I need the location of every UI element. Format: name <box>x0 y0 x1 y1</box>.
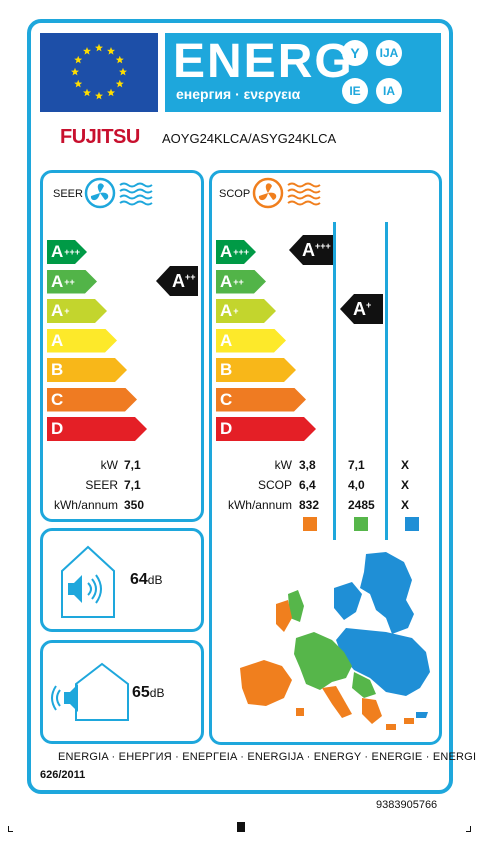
scop-scop-average: 4,0 <box>348 478 365 492</box>
seer-panel <box>40 170 204 522</box>
registration-mark <box>237 822 245 832</box>
scop-kw-average: 7,1 <box>348 458 365 472</box>
scop-label-kw: kW <box>274 458 292 472</box>
scop-rating-warm: A+++ <box>302 239 331 260</box>
scop-panel <box>209 170 442 745</box>
eu-flag <box>40 33 158 112</box>
seer-scale-bar: A ++ <box>47 269 97 294</box>
crop-mark-left <box>8 826 9 832</box>
zone-cold-swatch <box>405 517 419 531</box>
seer-scale-bar: A + <box>47 299 107 323</box>
outdoor-db-unit: dB <box>149 686 165 700</box>
label-code: 9383905766 <box>376 799 438 811</box>
scop-kwh-warm: 832 <box>299 498 320 512</box>
seer-value-kw: 7,1 <box>124 458 141 472</box>
scop-kwh-average: 2485 <box>348 498 375 512</box>
indoor-db: 64 <box>130 571 148 588</box>
eu-stars-icon <box>71 43 127 100</box>
footer-languages: ENERGIA · ЕНЕРГИЯ · ΕΝΕΡΓΕΙΑ · ENERGIJA … <box>58 751 477 763</box>
scop-rating-average: A+ <box>353 298 372 319</box>
energy-subtitle: енергия · ενεργεια <box>176 86 301 102</box>
indoor-noise-value: 64dB <box>130 571 162 589</box>
eu-star-icon <box>95 91 103 100</box>
scop-scop-warm: 6,4 <box>299 478 316 492</box>
indoor-noise-panel <box>40 528 204 632</box>
label-frame <box>27 19 453 794</box>
cooling-fan-icon <box>84 177 153 209</box>
scop-label-scop: SCOP <box>257 478 292 492</box>
suffix-y: Y <box>342 40 368 66</box>
scop-scale-bar: A ++ <box>216 269 266 294</box>
crop-mark-right <box>470 826 471 832</box>
eu-star-icon <box>83 88 91 97</box>
brand-logo: FUJITSU <box>60 126 140 148</box>
indoor-unit-speaker-icon <box>61 545 115 618</box>
seer-scale-bar: D <box>47 417 147 441</box>
outdoor-unit-speaker-icon <box>51 662 129 721</box>
scop-column-divider-2 <box>385 222 388 540</box>
scop-title: SCOP <box>219 188 251 200</box>
scop-scale-bar: C <box>216 387 306 412</box>
seer-label-seer: SEER <box>85 478 118 492</box>
outdoor-db: 65 <box>132 684 150 701</box>
zone-warm-swatch <box>303 517 317 531</box>
scop-scale-bar: A <box>216 328 286 353</box>
seer-label-kwh: kWh/annum <box>53 498 118 512</box>
crop-mark-right-h <box>466 831 471 832</box>
europe-climate-zone-map <box>240 552 430 730</box>
energy-word: ENERG <box>173 35 354 88</box>
eu-star-icon <box>115 55 124 64</box>
seer-scale-bar: A <box>47 328 117 353</box>
seer-title: SEER <box>53 188 83 200</box>
eu-star-icon <box>107 47 115 55</box>
heating-fan-icon <box>252 177 321 209</box>
eu-star-icon <box>83 47 91 55</box>
eu-star-icon <box>95 43 103 52</box>
scop-column-divider-1 <box>333 222 336 540</box>
zone-average-swatch <box>354 517 368 531</box>
eu-star-icon <box>74 55 83 64</box>
seer-value-seer: 7,1 <box>124 478 141 492</box>
eu-star-icon <box>74 79 83 88</box>
scop-scale-bar: A + <box>216 299 276 323</box>
crop-mark-left-h <box>8 831 13 832</box>
scop-kw-warm: 3,8 <box>299 458 316 472</box>
indoor-db-unit: dB <box>147 573 163 587</box>
scop-scale-bar: B <box>216 358 296 382</box>
seer-value-kwh: 350 <box>124 498 145 512</box>
model-number: AOYG24KLCA/ASYG24KLCA <box>162 131 337 146</box>
suffix-ie: IE <box>342 78 368 104</box>
eu-star-icon <box>71 67 79 76</box>
scop-label-kwh: kWh/annum <box>227 498 292 512</box>
scop-kwh-cold: X <box>401 498 410 512</box>
eu-star-icon <box>115 79 124 88</box>
regulation-number: 626/2011 <box>40 769 86 781</box>
seer-scale-bar: C <box>47 387 137 412</box>
outdoor-noise-panel <box>40 640 204 744</box>
suffix-ia: IA <box>376 78 402 104</box>
eu-star-icon <box>119 67 127 76</box>
outdoor-noise-value: 65dB <box>132 684 164 702</box>
scop-kw-cold: X <box>401 458 410 472</box>
eu-star-icon <box>107 88 115 97</box>
scop-scale-bar: D <box>216 417 316 441</box>
seer-rating: A++ <box>172 270 196 291</box>
scop-scop-cold: X <box>401 478 410 492</box>
seer-scale-bar: B <box>47 358 127 382</box>
suffix-ija: IJA <box>376 40 402 66</box>
seer-label-kw: kW <box>100 458 118 472</box>
